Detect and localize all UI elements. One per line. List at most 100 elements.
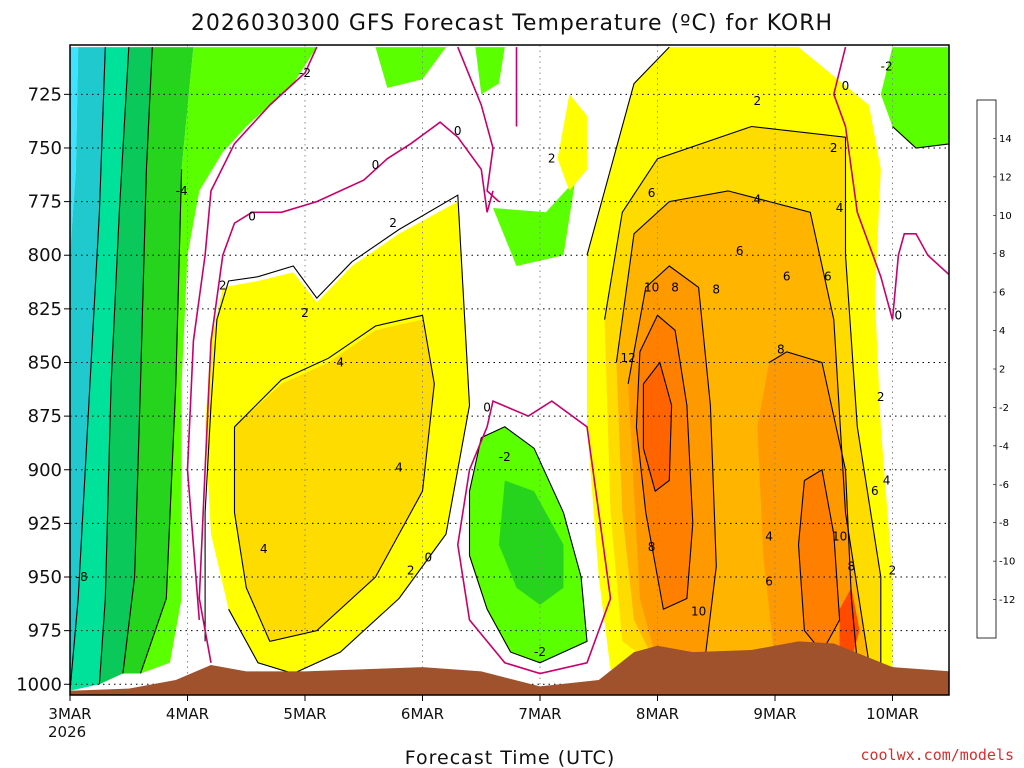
zero-degree-line [456, 399, 612, 675]
y-tick-label: 875 [28, 406, 62, 427]
contour-line [139, 169, 183, 674]
contour-label: 2 [389, 216, 397, 230]
contour-label: 6 [824, 270, 832, 284]
contour-line [604, 125, 882, 663]
contour-label: -4 [176, 184, 188, 198]
colorbar-tick-label: 10 [999, 211, 1012, 222]
contour-label: 4 [765, 529, 773, 543]
contour-label: 0 [842, 79, 850, 93]
x-tick-label: 4MAR [166, 705, 209, 723]
temp-region-m6 [99, 47, 153, 685]
y-tick-label: 725 [28, 84, 62, 105]
contour-label: -2 [881, 59, 893, 73]
contour-line [70, 47, 106, 691]
temp-region-12 [643, 362, 672, 492]
contour-label: 2 [754, 94, 762, 108]
contour-label: 10 [691, 604, 706, 618]
zero-degree-line [457, 46, 500, 203]
contour-label: 8 [648, 540, 656, 554]
contour-label: 4 [336, 355, 344, 369]
colorbar-tick-label: -6 [999, 480, 1009, 491]
contour-line [768, 351, 858, 663]
contour-label: 2 [877, 390, 885, 404]
x-tick-label: 6MAR [401, 705, 444, 723]
contour-label: 8 [848, 559, 856, 573]
contour-label: 8 [712, 283, 720, 297]
contour-label: 8 [671, 280, 679, 294]
contour-line [797, 468, 841, 654]
contour-label: 0 [895, 308, 903, 322]
contour-label: 0 [425, 551, 433, 565]
contour-label: 10 [832, 529, 847, 543]
x-axis-label: Forecast Time (UTC) [405, 747, 615, 768]
contour-label: 8 [777, 343, 785, 357]
contour-label: 2 [830, 141, 838, 155]
contour-line [122, 47, 153, 674]
contour-label: -2 [534, 645, 546, 659]
x-axis: 3MAR 4MAR 5MAR 6MAR 7MAR 8MAR 9MAR 10MAR [48, 695, 919, 723]
x-year-label: 2026 [48, 723, 86, 741]
colorbar-tick-label: 4 [999, 326, 1005, 337]
temp-region-14 [839, 587, 860, 659]
contour-line [468, 426, 588, 664]
y-tick-label: 750 [28, 138, 62, 159]
temp-region-m2 [493, 180, 576, 266]
contour-label: 6 [871, 484, 879, 498]
contour-label: 4 [883, 473, 891, 487]
contour-label: 4 [260, 542, 268, 556]
contour-label: 10 [644, 280, 659, 294]
contour-line [615, 190, 870, 663]
x-tick-label: 3MAR [48, 705, 91, 723]
colorbar-tick-label: -8 [999, 518, 1009, 529]
contour-label: 2 [301, 306, 309, 320]
temp-region-m2 [375, 47, 446, 88]
temp-region-10 [798, 469, 840, 653]
zero-degree-line [832, 46, 949, 320]
x-tick-label: 10MAR [866, 705, 919, 723]
y-tick-label: 775 [28, 192, 62, 213]
contour-label: 12 [620, 351, 635, 365]
temp-region-m2 [475, 47, 505, 95]
colorbar-tick-label: -10 [999, 557, 1015, 568]
zero-degree-line [198, 121, 494, 663]
colorbar-tick-label: -12 [999, 595, 1015, 606]
contour-line [892, 126, 949, 149]
credit-text[interactable]: coolwx.com/models [860, 746, 1014, 764]
contour-label: 6 [765, 574, 773, 588]
x-tick-label: 7MAR [518, 705, 561, 723]
temp-region-m4 [498, 480, 564, 605]
zero-degree-line [186, 46, 318, 620]
colorbar-tick-label: -4 [999, 441, 1009, 452]
chart-title: 2026030300 GFS Forecast Temperature (ºC)… [191, 11, 833, 36]
colorbar-tick-label: 14 [999, 134, 1012, 145]
contour-line [98, 47, 130, 685]
contour-label: 2 [548, 152, 556, 166]
contour-label: 0 [454, 124, 462, 138]
contour-label: 4 [836, 201, 844, 215]
contour-label: 4 [754, 192, 762, 206]
temp-region-m4 [122, 47, 194, 674]
contour-label: 4 [395, 461, 403, 475]
contour-label: 2 [889, 564, 897, 578]
contour-label: -2 [499, 450, 511, 464]
y-tick-label: 825 [28, 299, 62, 320]
plot-frame [69, 44, 950, 696]
y-tick-label: 850 [28, 352, 62, 373]
colorbar-tick-label: 6 [999, 288, 1005, 299]
y-tick-label: 975 [28, 621, 62, 642]
contour-label: 0 [248, 210, 256, 224]
contour-line [233, 314, 435, 643]
ground-surface [70, 641, 949, 695]
contour-label: 6 [648, 186, 656, 200]
x-tick-label: 8MAR [636, 705, 679, 723]
temp-region-4 [234, 319, 435, 642]
temp-region-m10 [70, 47, 106, 691]
x-tick-label: 9MAR [753, 705, 796, 723]
temp-region-2 [557, 94, 587, 191]
contour-label: 6 [783, 270, 791, 284]
y-tick-label: 950 [28, 567, 62, 588]
contour-line [627, 265, 717, 663]
contour-label: 6 [736, 244, 744, 258]
